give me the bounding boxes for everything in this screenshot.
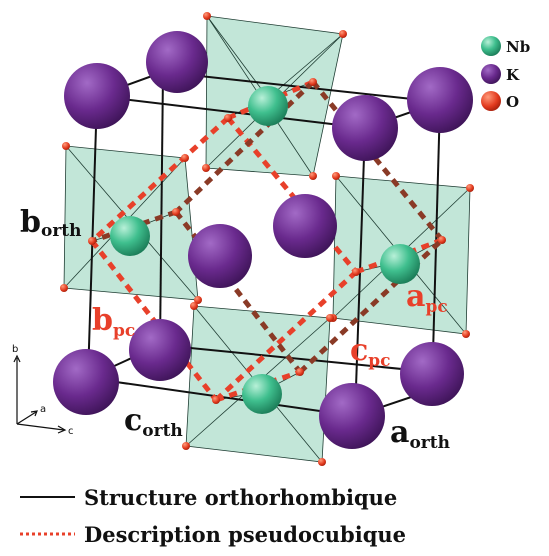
nb-legend-label: Nb bbox=[506, 38, 530, 56]
c-pc-label: cpc bbox=[350, 333, 391, 371]
axis-triad bbox=[13, 354, 67, 434]
axis-label-a: a bbox=[40, 404, 46, 415]
b-orth-label: borth bbox=[20, 205, 82, 241]
o-legend-icon bbox=[481, 91, 501, 111]
legend-dashed-text: Description pseudocubique bbox=[84, 522, 406, 547]
a-pc-label: apc bbox=[406, 279, 448, 317]
nb-atom bbox=[110, 216, 150, 256]
element-legend: Nb K O bbox=[481, 36, 530, 111]
a-orth-label: aorth bbox=[390, 415, 450, 453]
axis-label-b: b bbox=[12, 344, 18, 355]
k-legend-icon bbox=[481, 64, 501, 84]
c-orth-label: corth bbox=[124, 403, 183, 441]
nb-atom bbox=[248, 86, 288, 126]
k-atom bbox=[407, 67, 473, 133]
k-atom bbox=[273, 194, 337, 258]
nb-atoms bbox=[110, 86, 420, 414]
b-pc-label: bpc bbox=[92, 303, 135, 341]
line-legend: Structure orthorhombique Description pse… bbox=[20, 485, 406, 547]
o-atoms bbox=[60, 12, 474, 466]
legend-solid-text: Structure orthorhombique bbox=[84, 485, 397, 510]
o-legend-label: O bbox=[506, 93, 519, 111]
k-legend-label: K bbox=[506, 66, 520, 84]
k-atom bbox=[146, 31, 208, 93]
nb-atom bbox=[380, 244, 420, 284]
axis-label-c: c bbox=[68, 426, 74, 437]
nb-atom bbox=[242, 374, 282, 414]
k-atom bbox=[53, 349, 119, 415]
k-atom bbox=[64, 63, 130, 129]
k-atoms bbox=[53, 31, 473, 449]
k-atom bbox=[129, 319, 191, 381]
k-atom bbox=[400, 342, 464, 406]
nb-legend-icon bbox=[481, 36, 501, 56]
k-atom bbox=[332, 95, 398, 161]
k-atom bbox=[188, 224, 252, 288]
k-atom bbox=[319, 383, 385, 449]
